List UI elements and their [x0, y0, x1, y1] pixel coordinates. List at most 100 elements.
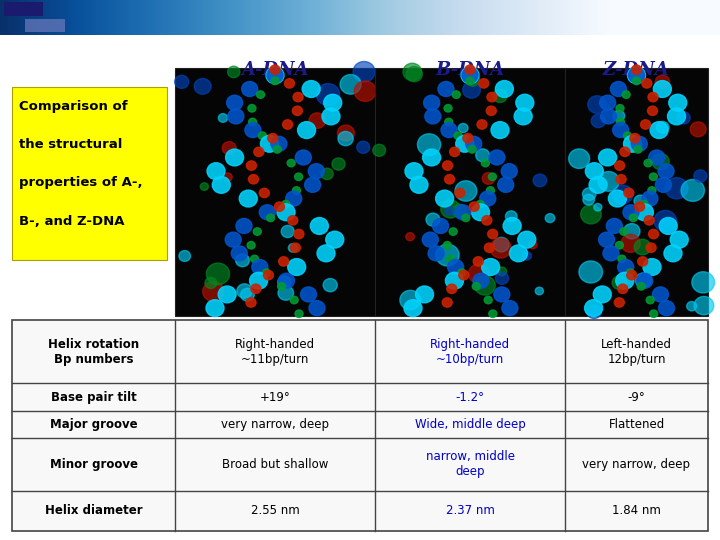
Circle shape	[528, 241, 537, 249]
Circle shape	[452, 91, 460, 98]
Circle shape	[338, 131, 354, 146]
Circle shape	[588, 96, 606, 113]
Circle shape	[620, 228, 628, 235]
Circle shape	[658, 164, 674, 179]
Circle shape	[492, 89, 507, 103]
Circle shape	[495, 80, 513, 97]
Circle shape	[476, 200, 484, 208]
Circle shape	[622, 91, 630, 98]
Circle shape	[615, 161, 625, 170]
Circle shape	[423, 149, 441, 166]
Circle shape	[660, 218, 678, 234]
Circle shape	[642, 191, 658, 206]
Circle shape	[273, 146, 282, 153]
Circle shape	[648, 92, 658, 102]
Circle shape	[406, 66, 423, 82]
Circle shape	[267, 68, 283, 83]
Circle shape	[687, 301, 697, 311]
Text: the structural: the structural	[19, 138, 122, 151]
Text: -1.2°: -1.2°	[456, 390, 485, 403]
Circle shape	[448, 260, 464, 274]
Circle shape	[293, 92, 303, 102]
Circle shape	[436, 244, 459, 266]
Circle shape	[175, 75, 189, 89]
Circle shape	[295, 150, 311, 165]
Circle shape	[629, 214, 637, 221]
Circle shape	[218, 113, 228, 122]
Circle shape	[648, 187, 656, 194]
Circle shape	[207, 163, 225, 180]
Circle shape	[608, 190, 626, 207]
Circle shape	[442, 298, 452, 307]
Circle shape	[422, 232, 438, 247]
Circle shape	[472, 282, 480, 290]
Circle shape	[254, 147, 264, 157]
Text: Helix rotation
Bp numbers: Helix rotation Bp numbers	[48, 338, 139, 366]
Circle shape	[510, 245, 528, 262]
Circle shape	[309, 113, 325, 129]
Circle shape	[630, 133, 640, 143]
Circle shape	[237, 284, 252, 298]
Circle shape	[643, 259, 661, 275]
Text: very narrow, deep: very narrow, deep	[221, 418, 329, 431]
Circle shape	[245, 123, 261, 138]
FancyBboxPatch shape	[375, 68, 565, 315]
Circle shape	[569, 149, 590, 168]
Circle shape	[231, 246, 247, 261]
Circle shape	[354, 81, 376, 102]
Circle shape	[480, 191, 496, 206]
Circle shape	[598, 149, 616, 166]
Circle shape	[403, 63, 421, 80]
Circle shape	[444, 105, 452, 112]
Circle shape	[664, 245, 682, 262]
Circle shape	[444, 241, 451, 249]
Circle shape	[518, 231, 536, 248]
Circle shape	[692, 272, 714, 293]
Text: Right-handed
~11bp/turn: Right-handed ~11bp/turn	[235, 338, 315, 366]
Circle shape	[240, 288, 254, 301]
Circle shape	[476, 149, 490, 162]
Circle shape	[503, 218, 521, 234]
Circle shape	[445, 206, 454, 215]
Circle shape	[404, 300, 422, 316]
Circle shape	[310, 218, 328, 234]
Circle shape	[482, 159, 490, 167]
Circle shape	[636, 273, 652, 288]
Circle shape	[239, 190, 257, 207]
Circle shape	[259, 205, 275, 220]
Circle shape	[462, 214, 470, 221]
Text: Broad but shallow: Broad but shallow	[222, 458, 328, 471]
Circle shape	[634, 239, 651, 255]
Text: very narrow, deep: very narrow, deep	[582, 458, 690, 471]
Circle shape	[324, 94, 342, 111]
Circle shape	[292, 187, 300, 194]
Text: 2.55 nm: 2.55 nm	[251, 504, 300, 517]
Circle shape	[302, 80, 320, 97]
Circle shape	[268, 133, 278, 143]
Circle shape	[629, 68, 644, 83]
Text: Comparison of: Comparison of	[19, 99, 127, 113]
Circle shape	[472, 204, 490, 221]
Circle shape	[469, 264, 490, 284]
Circle shape	[468, 146, 476, 153]
Circle shape	[621, 234, 640, 252]
Circle shape	[179, 251, 191, 261]
Circle shape	[203, 281, 224, 301]
Circle shape	[614, 298, 624, 307]
Circle shape	[632, 77, 641, 85]
Circle shape	[462, 68, 478, 83]
Circle shape	[222, 141, 236, 154]
Circle shape	[258, 132, 266, 139]
Circle shape	[449, 147, 459, 157]
Circle shape	[445, 118, 453, 126]
Text: Z-DNA: Z-DNA	[603, 61, 670, 79]
Circle shape	[611, 82, 626, 97]
Circle shape	[670, 231, 688, 248]
Circle shape	[452, 204, 467, 218]
Text: B-, and Z-DNA: B-, and Z-DNA	[19, 215, 125, 228]
Circle shape	[593, 286, 611, 303]
Circle shape	[616, 105, 624, 112]
Circle shape	[447, 284, 456, 294]
Circle shape	[634, 202, 644, 211]
Circle shape	[649, 230, 659, 239]
